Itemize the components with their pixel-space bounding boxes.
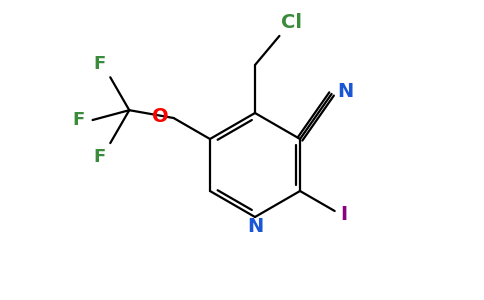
Text: Cl: Cl — [281, 13, 302, 32]
Text: F: F — [93, 148, 106, 166]
Text: I: I — [341, 206, 348, 224]
Text: N: N — [247, 217, 263, 236]
Text: F: F — [72, 111, 85, 129]
Text: N: N — [337, 82, 354, 101]
Text: F: F — [93, 55, 106, 73]
Text: O: O — [152, 107, 168, 127]
